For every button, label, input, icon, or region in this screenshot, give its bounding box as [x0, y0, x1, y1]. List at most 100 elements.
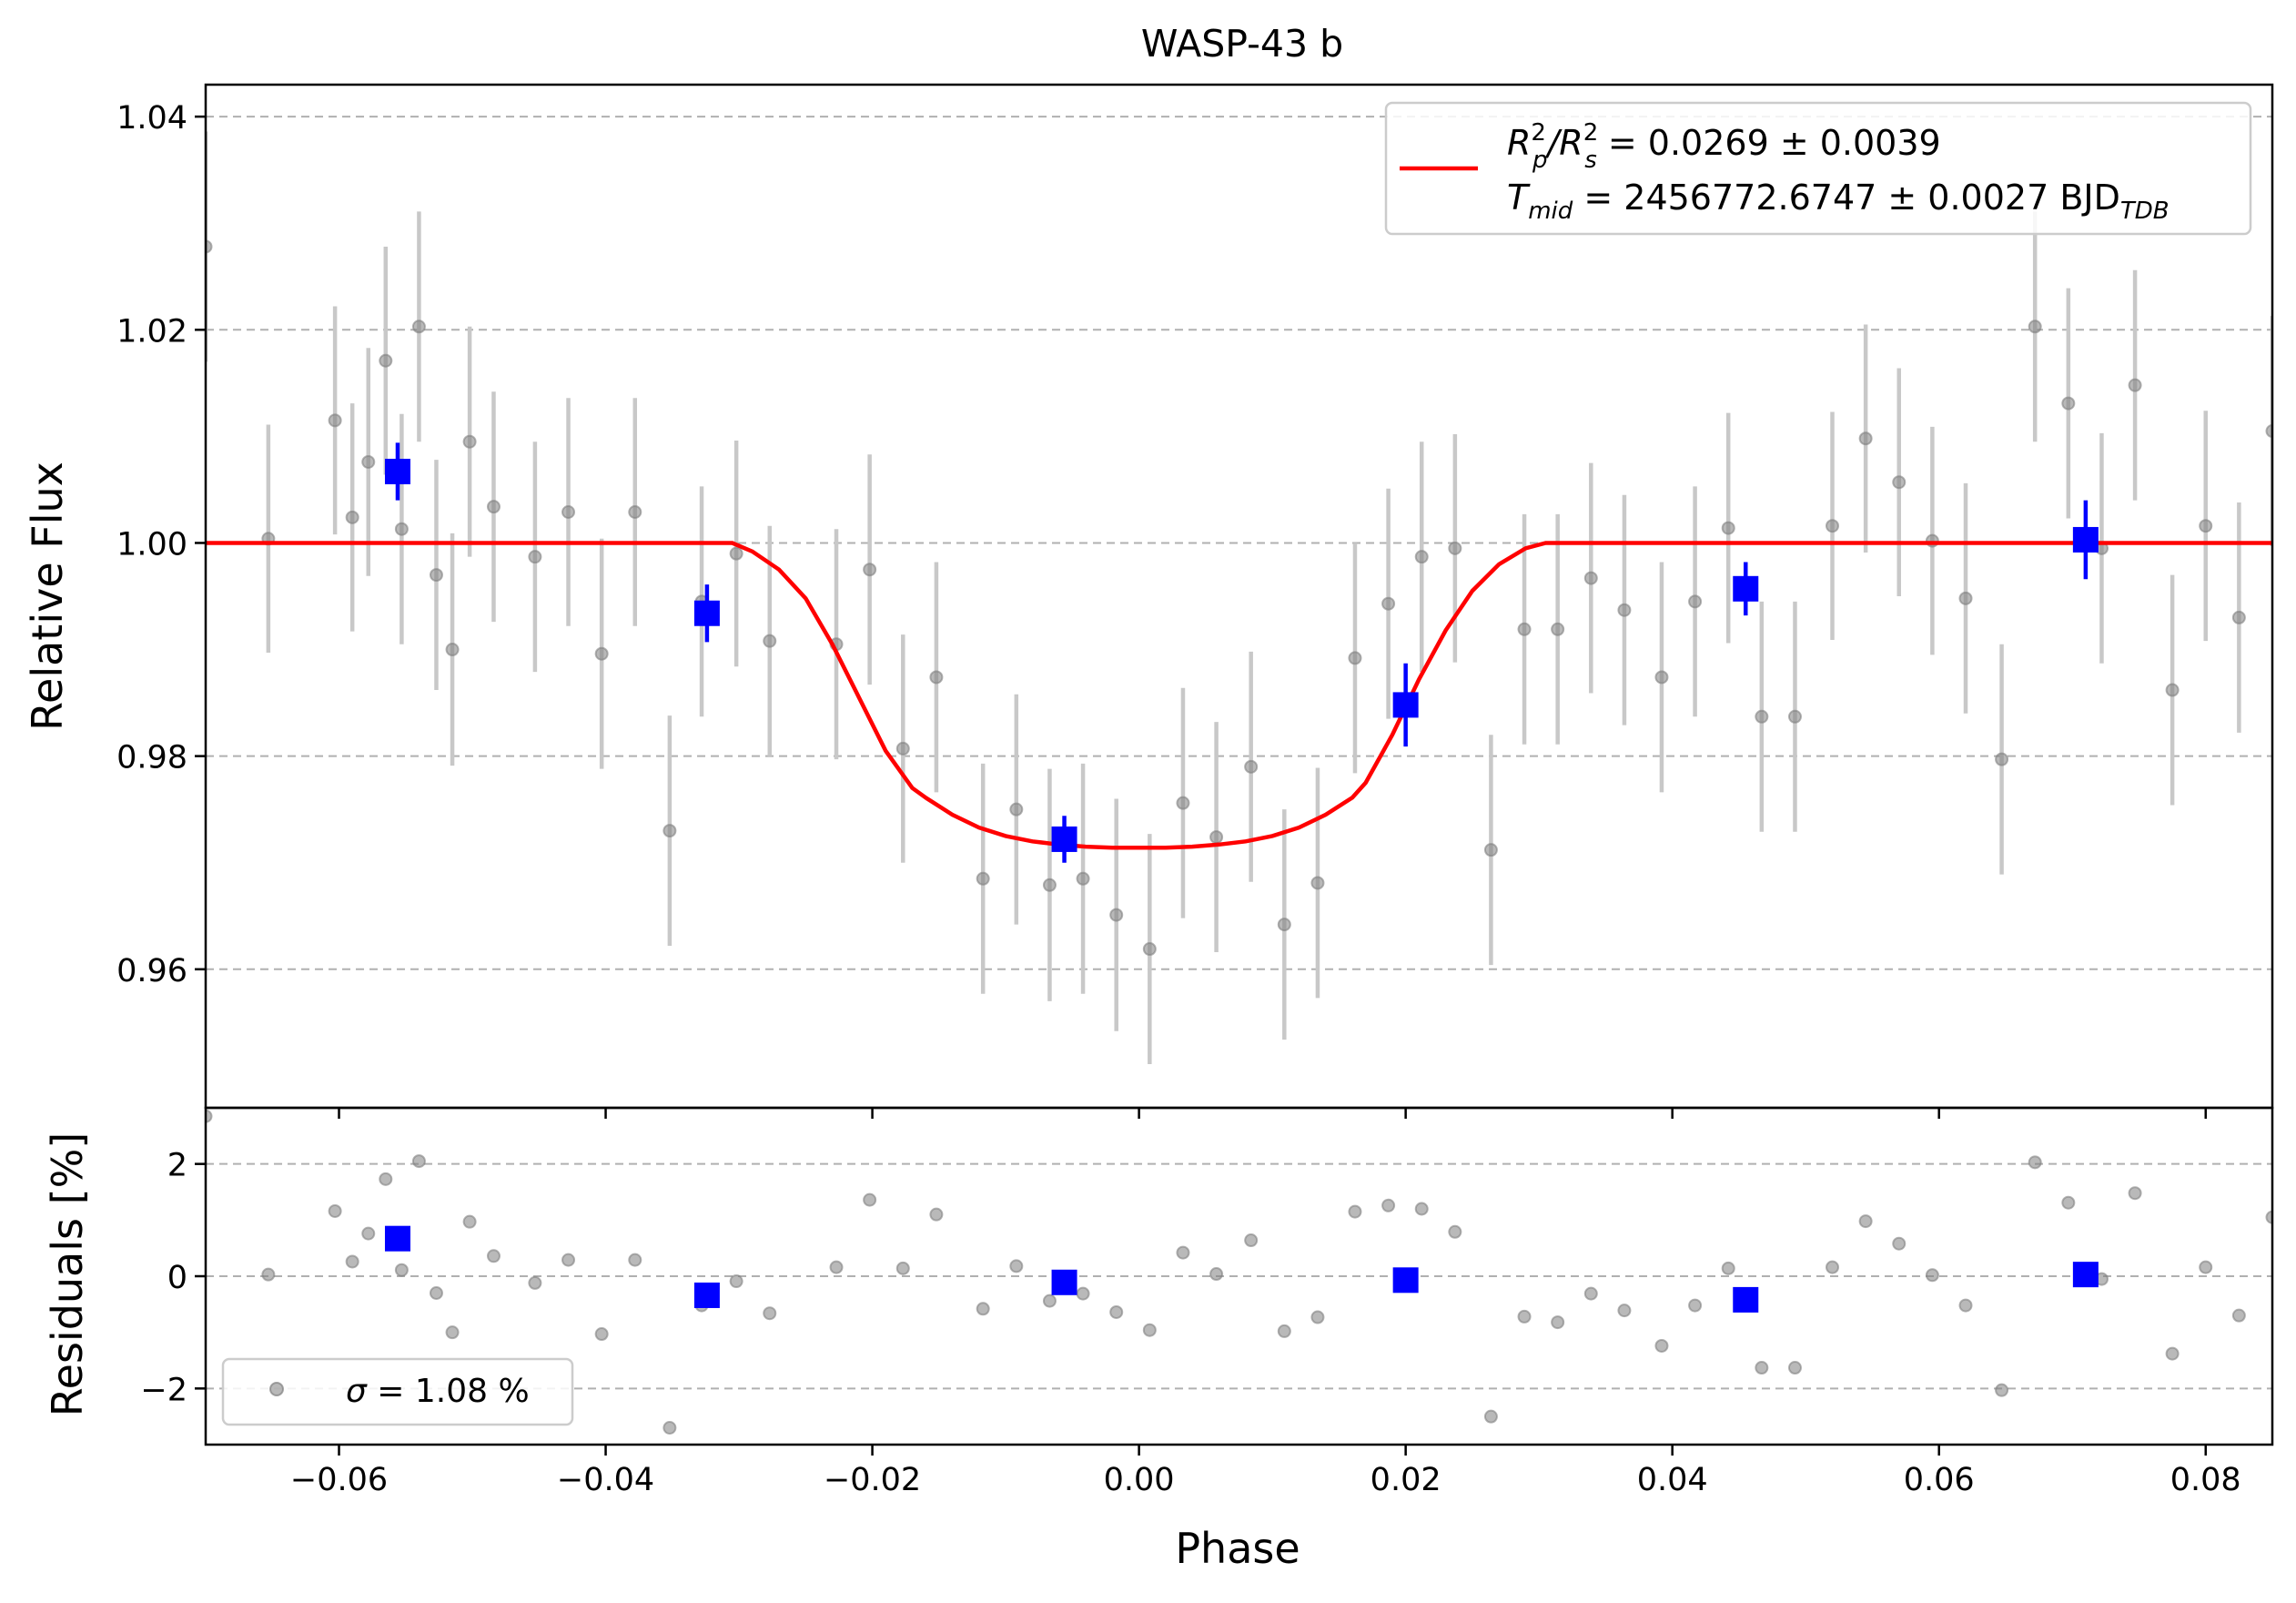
residual-point [2231, 1308, 2246, 1323]
flux-point [1787, 709, 1802, 724]
residual-point [462, 1214, 477, 1229]
flux-y-axis-label: Relative Flux [23, 462, 72, 731]
residual-binned-points [384, 1225, 2099, 1313]
flux-point [2165, 683, 2180, 697]
residual-point [2061, 1195, 2076, 1210]
residual-point [486, 1249, 501, 1263]
residual-point [1109, 1304, 1124, 1319]
residual-point [1787, 1361, 1802, 1375]
flux-point [1142, 942, 1157, 957]
residual-point [1348, 1204, 1362, 1219]
flux-point [411, 320, 426, 334]
residual-point [2199, 1260, 2213, 1274]
flux-point [1244, 759, 1259, 774]
legend-depth-text: R2 p/R2 s = 0.0269 ± 0.0039 [1507, 119, 1941, 174]
residual-point [1517, 1309, 1532, 1324]
flux-point [1310, 876, 1325, 890]
residual-point [1176, 1245, 1190, 1260]
flux-y-tick-label: 1.04 [116, 100, 187, 137]
flux-point [1654, 670, 1669, 685]
flux-point [1042, 878, 1057, 892]
residual-point [1448, 1224, 1462, 1239]
residual-point [206, 1109, 213, 1123]
flux-point [1009, 802, 1024, 817]
flux-point [1517, 622, 1532, 636]
flux-point [1551, 622, 1565, 636]
flux-point [1109, 908, 1124, 922]
residual-point [1925, 1268, 1939, 1283]
flux-point [379, 353, 393, 368]
binned-residual-point [384, 1225, 410, 1252]
residual-point [1721, 1261, 1735, 1275]
residual-point [1654, 1338, 1669, 1353]
residual-point [895, 1261, 910, 1275]
flux-y-tick-label: 0.96 [116, 953, 187, 989]
residual-point [1310, 1310, 1325, 1324]
residuals-y-axis-label: Residuals [%] [43, 1132, 92, 1416]
binned-flux-point [2072, 526, 2099, 553]
residual-point [1277, 1324, 1291, 1338]
flux-point [2028, 320, 2042, 334]
binned-flux-point [1733, 575, 1759, 602]
x-tick-label: 0.06 [1904, 1462, 1975, 1498]
flux-y-tick-label: 0.98 [116, 740, 187, 776]
flux-y-tick-label: 1.02 [116, 313, 187, 350]
residual-point [1009, 1259, 1024, 1273]
residual-point [1617, 1304, 1632, 1318]
residual-point [1688, 1298, 1703, 1313]
flux-point [462, 434, 477, 449]
residual-point [2028, 1155, 2042, 1170]
transit-model-line [206, 541, 2272, 850]
residual-point [429, 1286, 443, 1300]
flux-point [628, 505, 642, 520]
flux-point [445, 643, 460, 657]
legend-sigma-text: σ = 1.08 % [346, 1373, 530, 1410]
residual-point [1958, 1298, 1973, 1313]
binned-residual-point [1733, 1286, 1759, 1313]
flux-point [863, 563, 877, 577]
residual-point [1076, 1286, 1090, 1301]
residual-point [628, 1253, 642, 1267]
flux-point [1825, 519, 1839, 533]
flux-point [1892, 475, 1907, 490]
x-tick-label: 0.08 [2170, 1462, 2241, 1498]
residuals-y-tick-label: 0 [167, 1260, 187, 1296]
flux-point [1381, 596, 1396, 611]
flux-point [1617, 603, 1632, 617]
residual-point [411, 1154, 426, 1169]
binned-flux-point [1392, 692, 1419, 718]
residual-point [2265, 1210, 2272, 1224]
flux-point [1414, 550, 1429, 564]
x-tick-label: −0.06 [290, 1462, 388, 1498]
residual-point [328, 1203, 342, 1218]
residual-point [345, 1254, 359, 1269]
residual-point [394, 1263, 409, 1277]
residuals-y-tick-label: 2 [167, 1148, 187, 1184]
x-tick-label: 0.00 [1104, 1462, 1175, 1498]
flux-point [528, 550, 542, 564]
flux-point [929, 670, 944, 685]
flux-point [328, 413, 342, 428]
flux-point [361, 454, 376, 469]
residual-point [1381, 1198, 1396, 1212]
residual-point [763, 1306, 777, 1321]
flux-point [1277, 918, 1291, 932]
flux-point [1076, 871, 1090, 886]
flux-point [1176, 796, 1190, 810]
x-ticks: −0.06 −0.04 −0.02 0.00 0.02 0.04 0.06 0.08 [290, 1108, 2241, 1498]
flux-point [1483, 843, 1498, 857]
flux-point [1348, 651, 1362, 665]
legend-residual-marker [269, 1382, 284, 1396]
residual-point [976, 1302, 990, 1316]
binned-residual-point [693, 1282, 720, 1308]
flux-point [2231, 610, 2246, 624]
residual-point [594, 1327, 609, 1342]
residual-point [829, 1260, 844, 1274]
residual-point [561, 1253, 576, 1267]
binned-residual-point [2072, 1262, 2099, 1288]
residual-point [379, 1172, 393, 1186]
residual-point [1414, 1202, 1429, 1216]
flux-point [486, 500, 501, 514]
residual-points [206, 1109, 2272, 1435]
flux-legend-box [1384, 101, 2252, 236]
